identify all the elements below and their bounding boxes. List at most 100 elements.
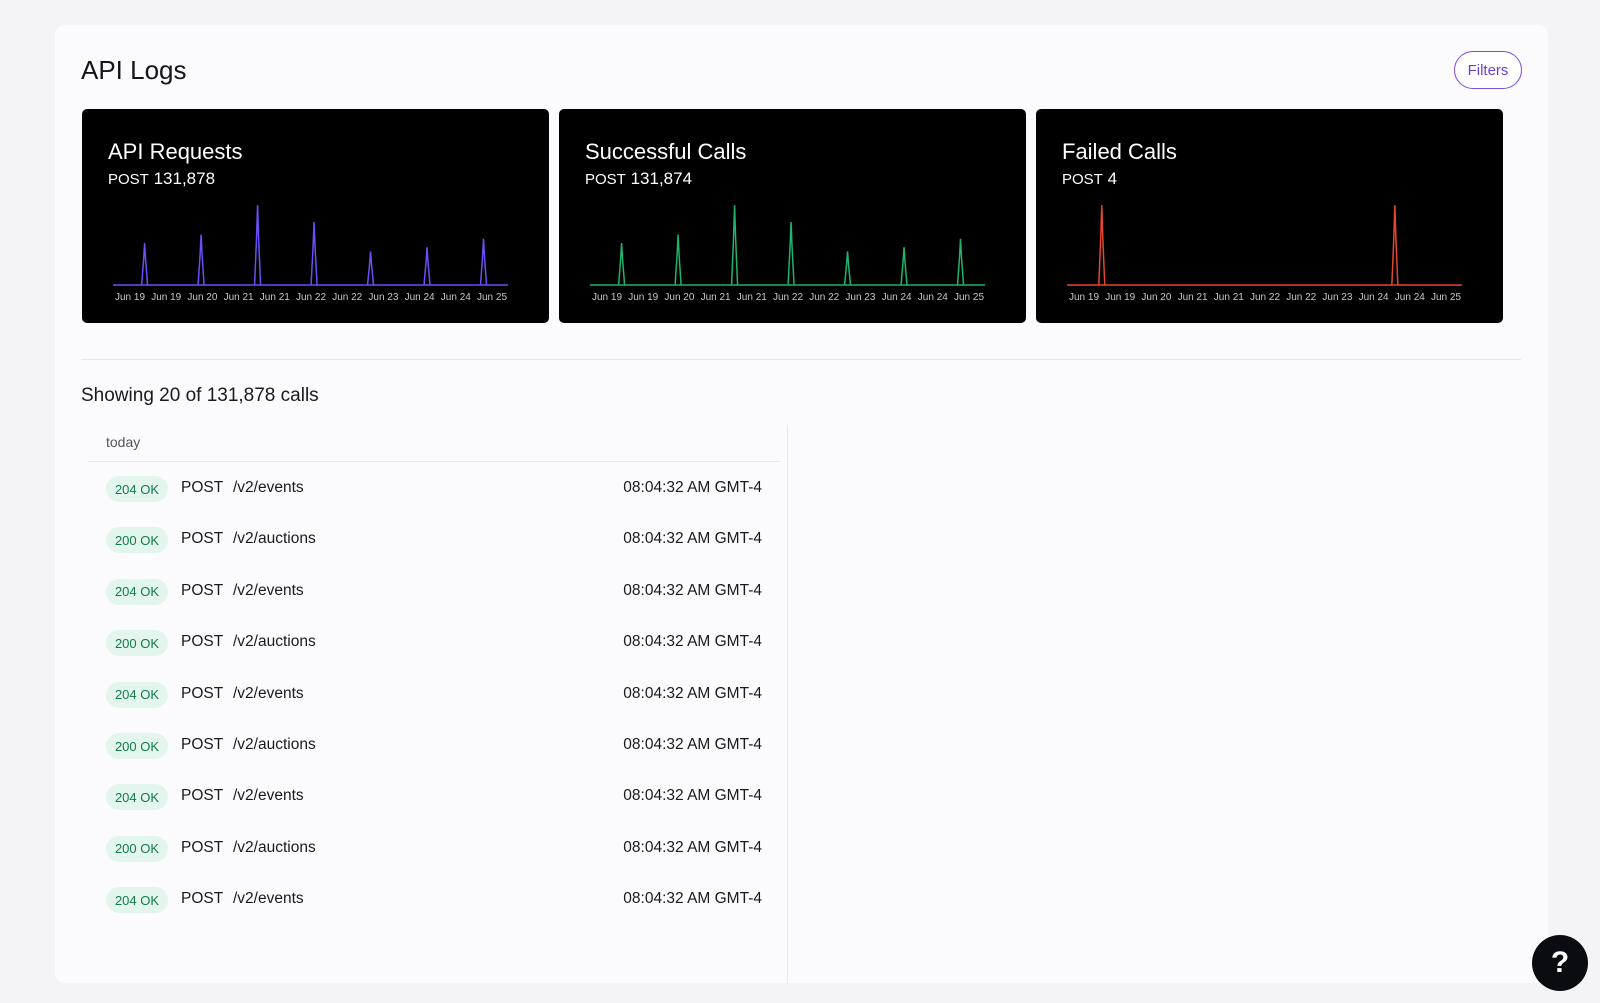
method-label: POST bbox=[181, 530, 224, 548]
sparkline-spike bbox=[617, 242, 626, 286]
timestamp: 08:04:32 AM GMT-4 bbox=[623, 530, 762, 548]
log-list[interactable]: today 204 OK POST/v2/events 08:04:32 AM GM… bbox=[88, 425, 788, 985]
x-tick-label: Jun 23 bbox=[845, 292, 875, 303]
x-tick-label: Jun 19 bbox=[1069, 292, 1099, 303]
card-subtitle: POST 4 bbox=[1062, 169, 1117, 189]
day-label: today bbox=[106, 434, 141, 450]
timestamp: 08:04:32 AM GMT-4 bbox=[623, 633, 762, 651]
page-title: API Logs bbox=[81, 55, 187, 85]
card-method: POST bbox=[585, 171, 626, 188]
card-count: 131,874 bbox=[630, 169, 693, 188]
endpoint-path: /v2/events bbox=[233, 684, 304, 702]
method-label: POST bbox=[181, 684, 224, 702]
endpoint-path: /v2/events bbox=[233, 581, 304, 599]
x-tick-label: Jun 21 bbox=[737, 292, 767, 303]
card-successful-calls: Successful Calls POST 131,874 Jun 19 Jun … bbox=[559, 109, 1026, 323]
endpoint-path: /v2/auctions bbox=[233, 530, 316, 548]
card-title: Successful Calls bbox=[585, 139, 747, 164]
endpoint-path: /v2/events bbox=[233, 787, 304, 805]
divider bbox=[81, 359, 1521, 360]
x-tick-label: Jun 24 bbox=[441, 292, 471, 303]
x-tick-label: Jun 24 bbox=[918, 292, 948, 303]
card-api-requests: API Requests POST 131,878 Jun 19 Jun 19 Ju… bbox=[82, 109, 549, 323]
timestamp: 08:04:32 AM GMT-4 bbox=[623, 736, 762, 753]
sparkline-spike bbox=[1391, 205, 1399, 286]
api-logs-panel: API Logs Filters API Requests POST 131,8… bbox=[55, 25, 1548, 985]
x-tick-label: Jun 19 bbox=[1105, 292, 1135, 303]
x-tick-label: Jun 22 bbox=[296, 292, 326, 303]
log-row[interactable]: 200 OK POST/v2/auctions 08:04:32 AM GMT-4 bbox=[88, 616, 780, 668]
method-label: POST bbox=[181, 838, 224, 856]
timestamp: 08:04:32 AM GMT-4 bbox=[623, 838, 762, 856]
log-row[interactable]: 204 OK POST/v2/events 08:04:32 AM GMT-4 bbox=[88, 668, 780, 720]
endpoint-path: /v2/events bbox=[233, 890, 304, 908]
x-tick-label: Jun 22 bbox=[1250, 292, 1280, 303]
log-row[interactable]: 204 OK POST/v2/events 08:04:32 AM GMT-4 bbox=[88, 770, 780, 822]
method-label: POST bbox=[181, 479, 224, 496]
method-label: POST bbox=[181, 736, 224, 753]
x-tick-label: Jun 21 bbox=[701, 292, 731, 303]
method-label: POST bbox=[181, 787, 224, 805]
timestamp: 08:04:32 AM GMT-4 bbox=[623, 787, 762, 805]
card-subtitle: POST 131,878 bbox=[108, 169, 215, 189]
sparkline-spike bbox=[900, 247, 908, 286]
sparkline-spike bbox=[310, 221, 318, 286]
timestamp: 08:04:32 AM GMT-4 bbox=[623, 890, 762, 908]
x-tick-label: Jun 24 bbox=[882, 292, 912, 303]
endpoint-path: /v2/auctions bbox=[233, 736, 316, 753]
sparkline-spike bbox=[674, 234, 682, 286]
card-method: POST bbox=[1062, 171, 1103, 188]
endpoint-path: /v2/events bbox=[233, 479, 304, 496]
status-badge: 204 OK bbox=[106, 681, 168, 708]
timestamp: 08:04:32 AM GMT-4 bbox=[623, 684, 762, 702]
x-tick-label: Jun 24 bbox=[1359, 292, 1389, 303]
showing-count: Showing 20 of 131,878 calls bbox=[81, 385, 319, 406]
x-tick-label: Jun 22 bbox=[1286, 292, 1316, 303]
log-row[interactable]: 204 OK POST/v2/events 08:04:32 AM GMT-4 bbox=[88, 462, 780, 514]
x-tick-label: Jun 21 bbox=[1214, 292, 1244, 303]
x-tick-label: Jun 25 bbox=[954, 292, 984, 303]
filters-button[interactable]: Filters bbox=[1454, 51, 1522, 89]
log-row[interactable]: 200 OK POST/v2/auctions 08:04:32 AM GMT-4 bbox=[88, 822, 780, 874]
x-tick-label: Jun 19 bbox=[628, 292, 658, 303]
sparkline-spike bbox=[843, 251, 852, 286]
card-count: 4 bbox=[1107, 169, 1118, 188]
card-subtitle: POST 131,874 bbox=[585, 169, 692, 189]
status-badge: 204 OK bbox=[106, 887, 168, 914]
x-tick-label: Jun 23 bbox=[368, 292, 398, 303]
x-tick-label: Jun 20 bbox=[187, 292, 217, 303]
x-tick-label: Jun 22 bbox=[773, 292, 803, 303]
log-row[interactable]: 204 OK POST/v2/events 08:04:32 AM GMT-4 bbox=[88, 873, 780, 925]
x-tick-label: Jun 24 bbox=[405, 292, 435, 303]
status-badge: 204 OK bbox=[106, 578, 168, 605]
sparkline-spike bbox=[366, 251, 375, 286]
x-tick-label: Jun 20 bbox=[1141, 292, 1171, 303]
x-tick-label: Jun 22 bbox=[332, 292, 362, 303]
x-tick-label: Jun 21 bbox=[260, 292, 290, 303]
sparkline-spike bbox=[956, 238, 965, 286]
status-badge: 200 OK bbox=[106, 733, 168, 759]
sparkline-spike bbox=[1098, 205, 1106, 286]
log-row[interactable]: 200 OK POST/v2/auctions 08:04:32 AM GMT-4 bbox=[88, 719, 780, 771]
endpoint-path: /v2/auctions bbox=[233, 633, 316, 651]
method-label: POST bbox=[181, 633, 224, 651]
x-tick-label: Jun 25 bbox=[477, 292, 507, 303]
x-tick-label: Jun 20 bbox=[664, 292, 694, 303]
log-row[interactable]: 200 OK POST/v2/auctions 08:04:32 AM GMT-4 bbox=[88, 513, 780, 565]
question-icon: ? bbox=[1550, 946, 1570, 979]
sparkline-spike bbox=[253, 205, 262, 286]
log-row[interactable]: 204 OK POST/v2/events 08:04:32 AM GMT-4 bbox=[88, 565, 780, 617]
status-badge: 200 OK bbox=[106, 527, 168, 554]
sparkline-chart: Jun 19 Jun 19 Jun 20 Jun 21 Jun 21 Jun 22 Jun … bbox=[590, 205, 985, 303]
status-badge: 200 OK bbox=[106, 835, 168, 862]
x-tick-label: Jun 25 bbox=[1431, 292, 1461, 303]
x-tick-label: Jun 19 bbox=[151, 292, 181, 303]
sparkline-chart: Jun 19 Jun 19 Jun 20 Jun 21 Jun 21 Jun 22 Jun … bbox=[1067, 205, 1462, 303]
status-badge: 204 OK bbox=[106, 476, 168, 502]
x-tick-label: Jun 24 bbox=[1395, 292, 1425, 303]
help-button[interactable]: ? bbox=[1532, 935, 1588, 991]
endpoint-path: /v2/auctions bbox=[233, 838, 316, 856]
timestamp: 08:04:32 AM GMT-4 bbox=[623, 479, 762, 496]
card-title: API Requests bbox=[108, 139, 243, 164]
sparkline-spike bbox=[197, 234, 205, 286]
